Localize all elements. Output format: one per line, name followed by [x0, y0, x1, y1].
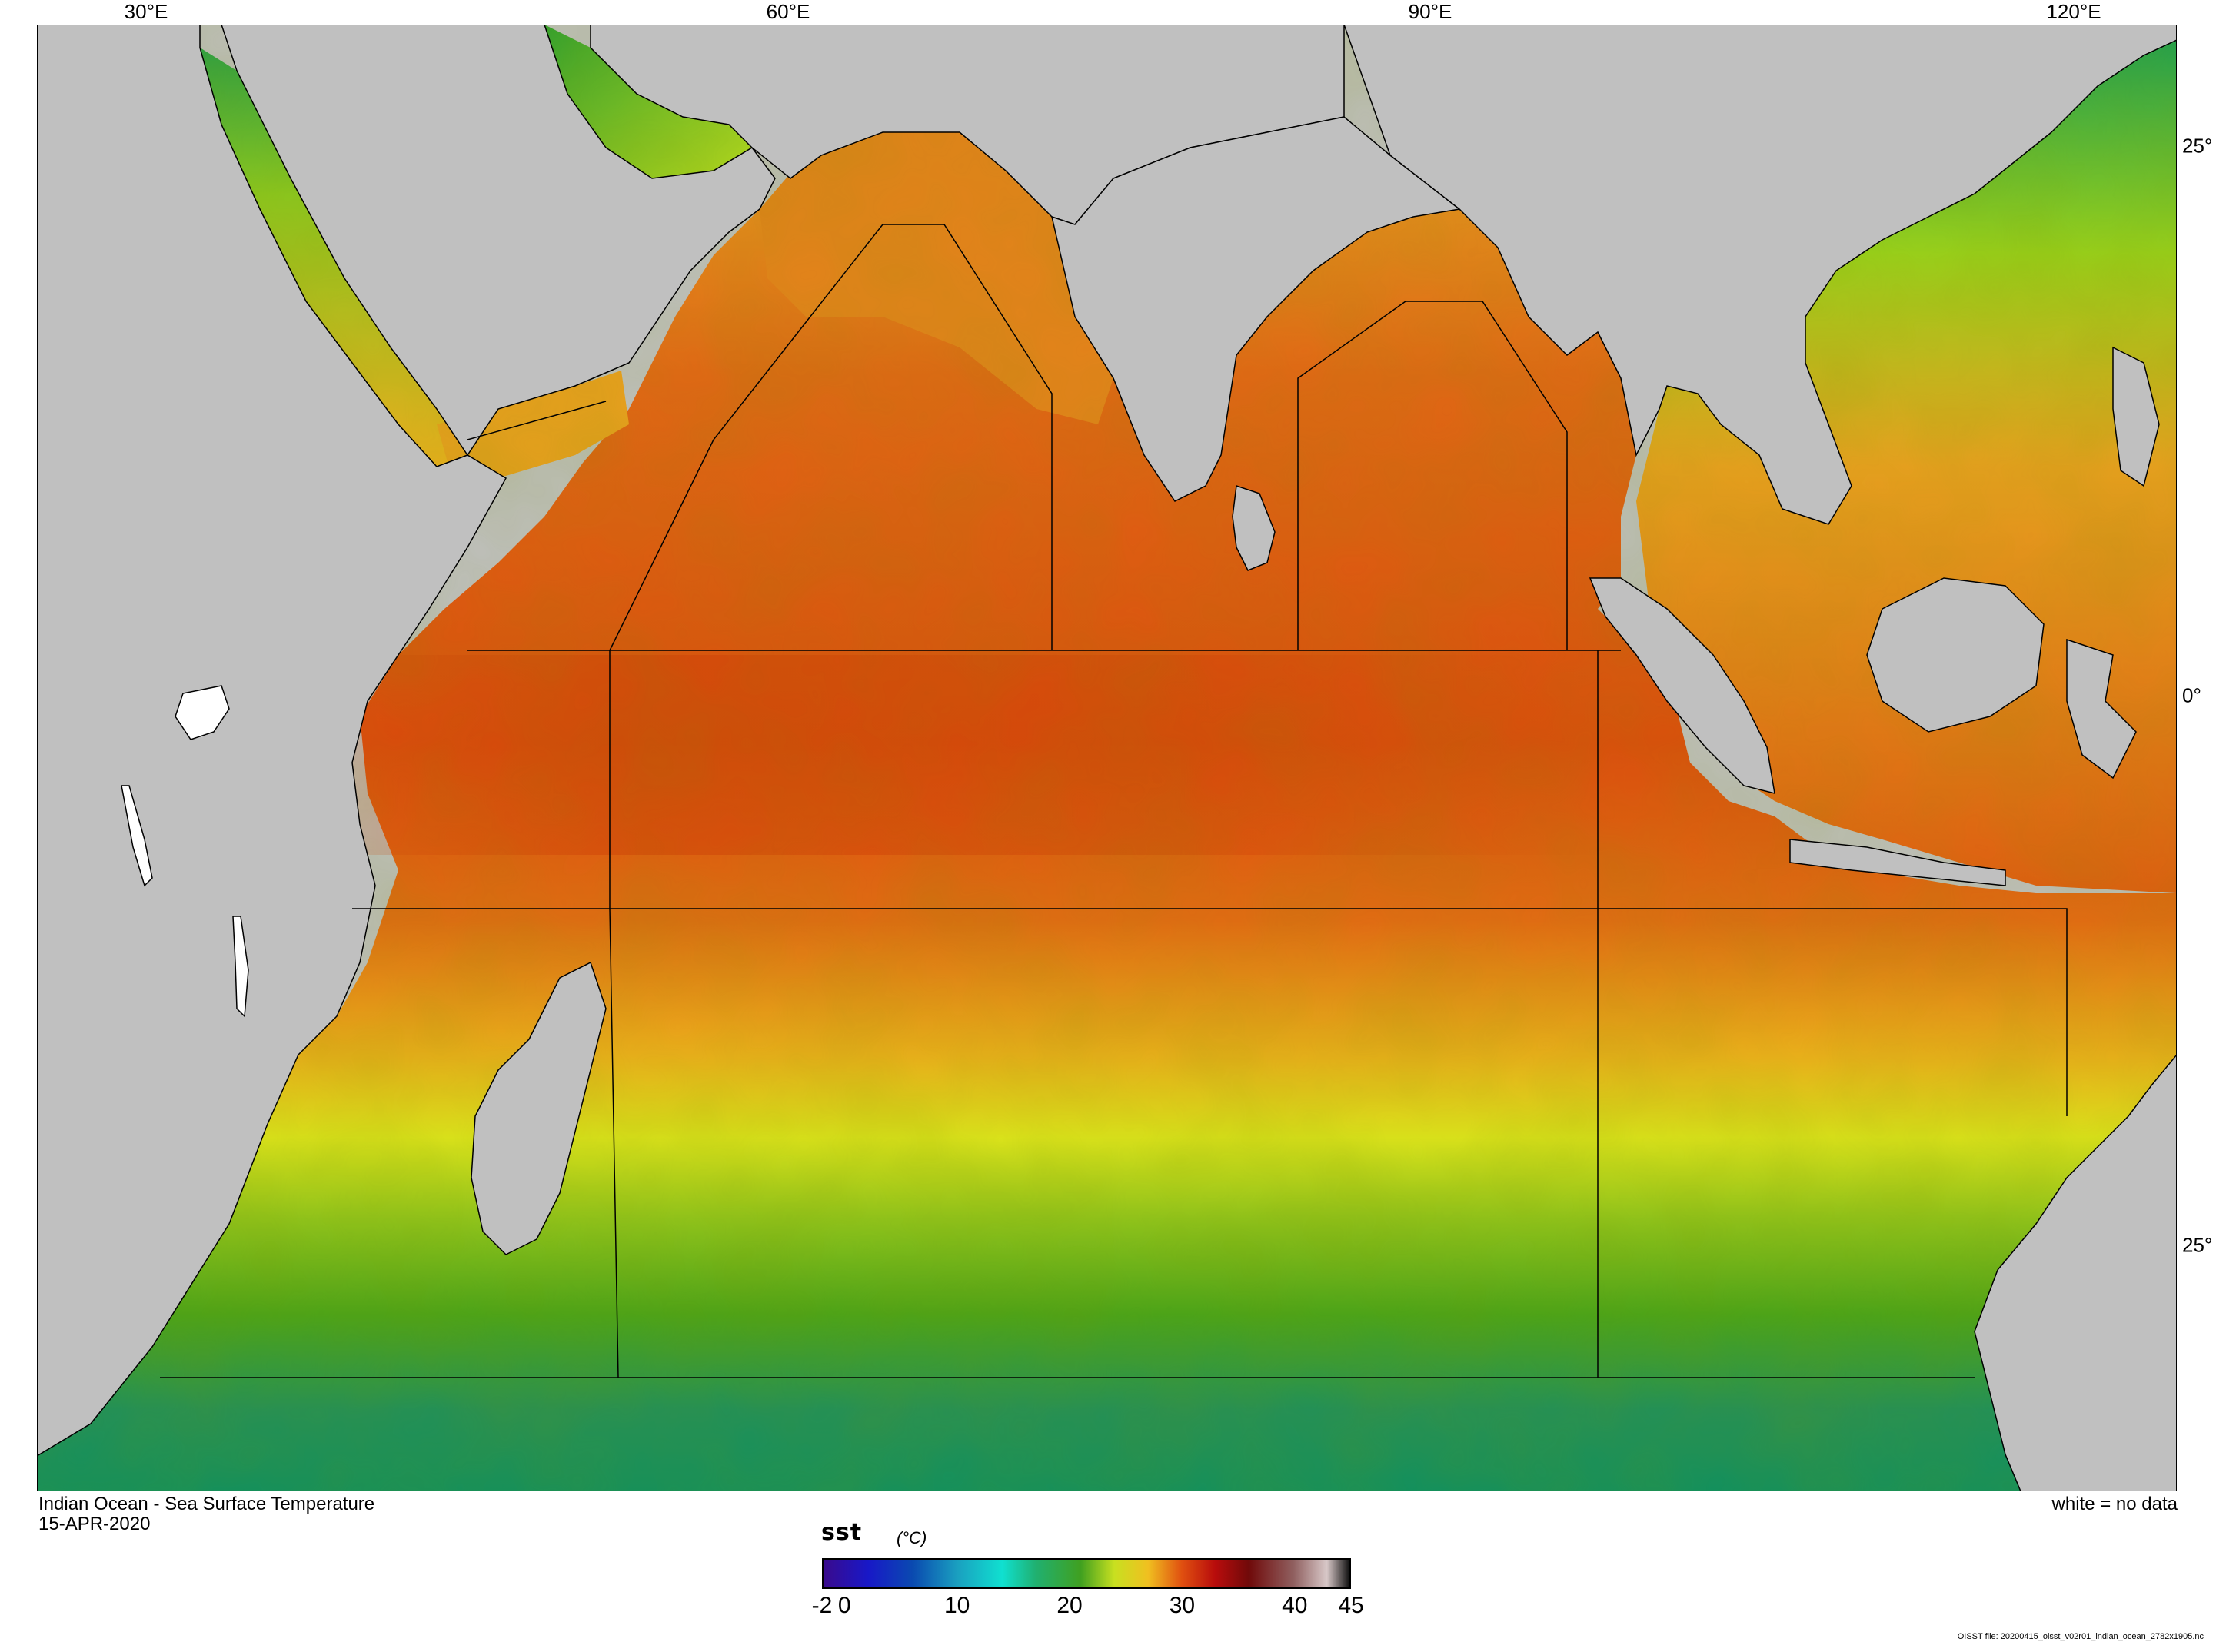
madagascar-land — [471, 961, 607, 1255]
colorbar-tick-label: 0 — [837, 1593, 851, 1618]
south-boundary — [352, 908, 2068, 1116]
file-note: OISST file: 20200415_oisst_v02r01_indian… — [1957, 1632, 2204, 1641]
africa-land — [37, 25, 507, 1457]
colorbar-tick-label: 20 — [1056, 1593, 1083, 1618]
java-land — [1789, 839, 2006, 886]
lat-label: 25° — [2182, 1233, 2213, 1257]
southeast-asia-land — [1343, 25, 2177, 525]
colorbar-variable: sst — [821, 1519, 863, 1546]
arabian-sea-boundary — [609, 224, 1053, 651]
australia-land — [1974, 1053, 2177, 1491]
colorbar-tick-label: 30 — [1169, 1593, 1196, 1618]
sulawesi-land — [2066, 638, 2137, 779]
map-title: Indian Ocean - Sea Surface Temperature — [38, 1494, 375, 1514]
land-masses — [37, 25, 2177, 1491]
map-date: 15-APR-2020 — [38, 1514, 151, 1534]
no-data-areas — [121, 685, 249, 1018]
lake-victoria-no-data — [175, 685, 230, 740]
colorbar-unit: (°C) — [897, 1528, 927, 1547]
lon-label: 30°E — [124, 0, 168, 23]
colorbar — [822, 1558, 1351, 1589]
lon-label: 90°E — [1408, 0, 1452, 23]
region-boundaries — [160, 224, 2068, 1378]
lat-label: 0° — [2182, 683, 2201, 707]
borneo-land — [1866, 577, 2045, 733]
philippines-land — [2112, 346, 2160, 487]
bay-of-bengal-boundary — [1297, 301, 1568, 650]
no-data-note: white = no data — [2051, 1494, 2178, 1514]
lon-label: 120°E — [2046, 0, 2101, 23]
arabia-land — [221, 25, 776, 457]
lat-label: 25° — [2182, 134, 2213, 158]
colorbar-tick-label: 40 — [1282, 1593, 1308, 1618]
arabian-north-line — [467, 401, 607, 440]
lake-tanganyika-no-data — [121, 785, 153, 887]
india-land — [1050, 116, 1461, 502]
sst-map — [37, 25, 2177, 1491]
west-vertical-boundary — [609, 650, 619, 1378]
colorbar-tick-label: -2 — [811, 1593, 833, 1618]
colorbar-tick-label: 45 — [1338, 1593, 1364, 1618]
sumatra-land — [1589, 577, 1775, 795]
lake-malawi-no-data — [232, 916, 249, 1018]
colorbar-tick-label: 10 — [943, 1593, 970, 1618]
lon-label: 60°E — [766, 0, 810, 23]
sri-lanka-land — [1232, 484, 1276, 571]
